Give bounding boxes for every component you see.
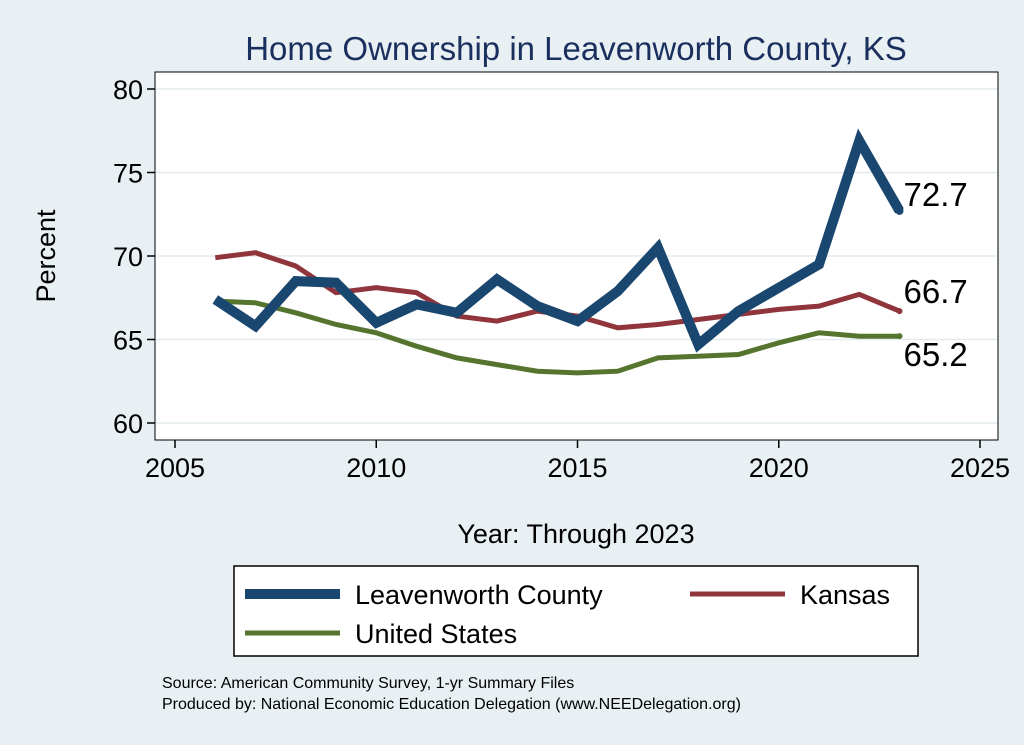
legend-label-kansas: Kansas [800,580,890,610]
x-axis-label: Year: Through 2023 [457,519,694,549]
end-value-label: 65.2 [904,336,968,373]
series-lines [212,128,904,376]
legend-box [233,565,919,657]
end-marker [896,333,903,340]
produced-by-note: Produced by: National Economic Education… [162,696,741,713]
legend: Leavenworth County Kansas United States [233,565,919,657]
x-tick-label: 2010 [346,453,406,483]
series-line-leavenworth [212,128,904,353]
end-value-label: 72.7 [904,176,968,213]
series-line-us [215,298,900,376]
chart-title: Home Ownership in Leavenworth County, KS [245,30,907,67]
legend-label-us: United States [355,619,517,649]
gridlines [156,88,997,424]
axes: 60 65 70 75 80 2005 2010 2015 2020 2025 [113,75,1010,483]
end-labels: 72.7 66.7 65.2 [895,176,968,373]
end-value-label: 66.7 [904,273,968,310]
legend-label-leavenworth: Leavenworth County [355,580,603,610]
y-tick-label: 80 [113,75,143,105]
end-marker [895,206,904,215]
y-tick-label: 65 [113,326,143,356]
y-tick-label: 75 [113,159,143,189]
y-tick-label: 60 [113,409,143,439]
x-tick-label: 2025 [950,453,1010,483]
y-axis-label: Percent [31,209,61,303]
end-marker [896,308,903,315]
x-tick-label: 2020 [749,453,809,483]
source-note: Source: American Community Survey, 1-yr … [162,675,574,692]
x-tick-label: 2005 [145,453,205,483]
y-tick-label: 70 [113,242,143,272]
x-tick-label: 2015 [547,453,607,483]
